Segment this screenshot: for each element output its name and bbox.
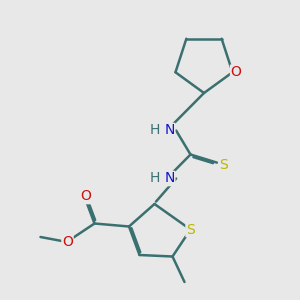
- Text: S: S: [219, 158, 228, 172]
- Text: N: N: [164, 172, 175, 185]
- Text: S: S: [186, 223, 195, 236]
- Text: H: H: [150, 124, 160, 137]
- Text: N: N: [164, 124, 175, 137]
- Text: O: O: [80, 190, 91, 203]
- Text: O: O: [231, 65, 242, 79]
- Text: H: H: [150, 172, 160, 185]
- Text: O: O: [62, 235, 73, 248]
